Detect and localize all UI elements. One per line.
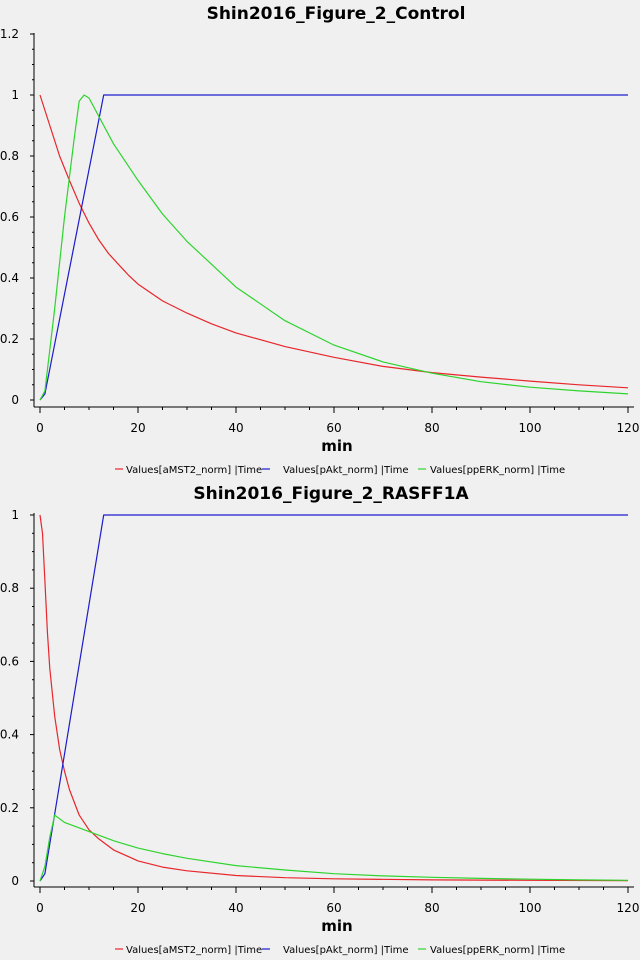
x-tick-label: 100 [519, 901, 542, 915]
x-tick-label: 120 [617, 901, 640, 915]
x-tick-label: 40 [228, 901, 243, 915]
series-line-amst2 [39, 514, 629, 882]
x-tick-label: 80 [424, 901, 439, 915]
y-tick-label: 0.6 [0, 654, 19, 668]
x-tick-label: 60 [326, 421, 341, 435]
legend-label: Values[pAkt_norm] |Time [283, 465, 409, 476]
y-tick-label: 0 [11, 874, 19, 888]
y-tick-label: 0.8 [0, 149, 19, 163]
y-tick-label: 0.8 [0, 581, 19, 595]
y-tick-label: 0.4 [0, 728, 19, 742]
legend-label: Values[ppERK_norm] |Time [430, 945, 565, 956]
y-tick-label: 1 [11, 508, 19, 522]
series-line-pperk [39, 94, 629, 401]
x-axis-label: min [321, 917, 352, 935]
x-axis-label: min [321, 437, 352, 455]
x-tick-label: 0 [36, 421, 44, 435]
chart-title: Shin2016_Figure_2_Control [207, 4, 466, 24]
x-tick-label: 60 [326, 901, 341, 915]
legend-label: Values[aMST2_norm] |Time [126, 945, 262, 956]
legend-label: Values[ppERK_norm] |Time [430, 465, 565, 476]
chart-panel-control: Shin2016_Figure_2_Control min 0 0.2 0.4 0.6… [0, 4, 640, 476]
legend-label: Values[pAkt_norm] |Time [283, 945, 409, 956]
x-tick-label: 20 [130, 901, 145, 915]
series-line-pperk [39, 814, 629, 882]
x-tick-label: 120 [617, 421, 640, 435]
series-line-amst2 [39, 94, 629, 389]
series-line-pakt [39, 514, 628, 882]
chart-title: Shin2016_Figure_2_RASFF1A [193, 484, 469, 504]
chart-control: Shin2016_Figure_2_Control min 0 0.2 0.4 0.6… [0, 4, 640, 476]
x-tick-label: 20 [130, 421, 145, 435]
legend-label: Values[aMST2_norm] |Time [126, 465, 262, 476]
y-tick-label: 1.2 [0, 27, 19, 41]
series-line-pakt [39, 94, 628, 401]
y-tick-label: 1 [11, 88, 19, 102]
x-tick-label: 0 [36, 901, 44, 915]
y-tick-label: 0.2 [0, 332, 19, 346]
y-tick-label: 0.6 [0, 210, 19, 224]
y-tick-label: 0.2 [0, 801, 19, 815]
chart-rasff1a: Shin2016_Figure_2_RASFF1A min 0 0.2 0.4 0.6… [0, 484, 640, 956]
y-tick-label: 0.4 [0, 271, 19, 285]
x-tick-label: 40 [228, 421, 243, 435]
y-tick-label: 0 [11, 393, 19, 407]
x-tick-label: 80 [424, 421, 439, 435]
x-tick-label: 100 [519, 421, 542, 435]
chart-panel-rasff1a: Shin2016_Figure_2_RASFF1A min 0 0.2 0.4 0.6… [0, 480, 640, 960]
